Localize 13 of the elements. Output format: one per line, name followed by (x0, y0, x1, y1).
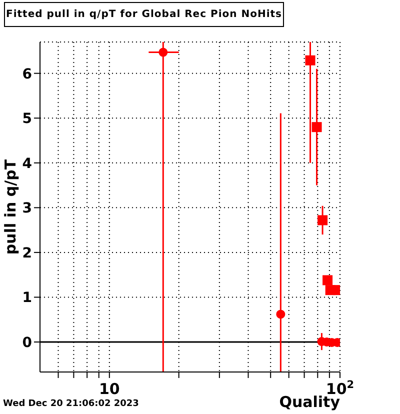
chart-title: Fitted pull in q/pT for Global Rec Pion NoHits (4, 2, 284, 27)
y-tick-label: 2 (22, 245, 32, 262)
y-axis-title: pull in q/pT (2, 159, 20, 255)
y-tick-label: 1 (22, 290, 32, 306)
y-tick-label: 4 (22, 156, 32, 172)
point (312, 122, 322, 132)
point (305, 55, 316, 66)
text: Wed Dec 20 21:06:02 2023 (3, 399, 139, 409)
y-tick-label: 5 (22, 111, 32, 128)
y-tick-label: 3 (22, 200, 32, 217)
y-tick-label: 6 (22, 66, 32, 82)
x-tick-label: 10 (98, 380, 120, 398)
y-tick-label: 0 (22, 334, 32, 351)
